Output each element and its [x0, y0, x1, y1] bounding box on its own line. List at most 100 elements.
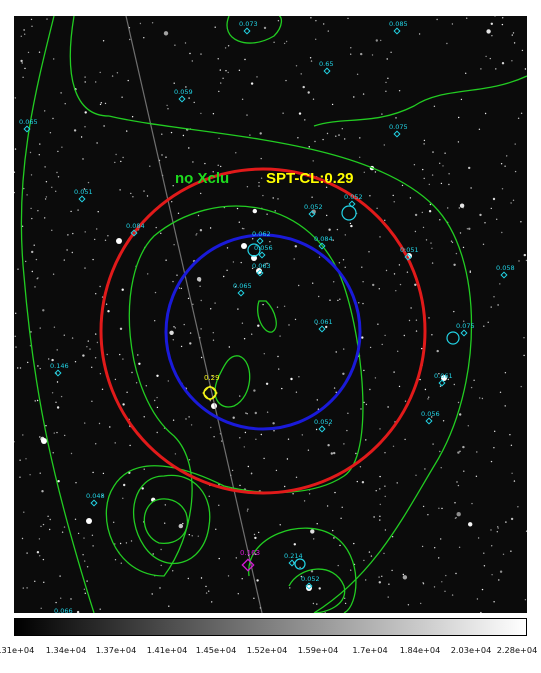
star	[22, 434, 24, 436]
star	[51, 186, 53, 188]
star	[17, 367, 19, 369]
star	[309, 57, 312, 59]
no-xclu-label: no Xclu	[175, 170, 230, 187]
star	[183, 323, 185, 326]
star	[121, 96, 123, 98]
star	[459, 413, 462, 416]
star	[384, 485, 386, 487]
star	[14, 171, 16, 173]
star	[423, 177, 425, 180]
star	[251, 267, 254, 270]
star	[406, 271, 409, 273]
star	[152, 553, 154, 555]
star	[30, 331, 32, 333]
contour-upper-right	[313, 75, 527, 127]
star	[521, 49, 524, 52]
star	[83, 588, 86, 590]
yellow-bcg-marker: 0.29	[202, 374, 220, 401]
star	[30, 207, 32, 210]
star	[311, 209, 316, 214]
star	[196, 233, 198, 235]
star	[326, 505, 329, 507]
star	[114, 378, 117, 381]
cyan-marker-label: 0.65	[319, 60, 333, 68]
star	[275, 469, 278, 472]
star	[101, 296, 104, 298]
star	[520, 221, 522, 223]
cyan-marker-circle	[294, 558, 306, 570]
star	[458, 116, 460, 119]
star	[14, 191, 15, 194]
star	[259, 132, 262, 135]
star	[383, 144, 385, 146]
star	[365, 439, 367, 441]
star	[258, 181, 260, 184]
star	[315, 20, 317, 22]
star	[310, 529, 315, 534]
star	[447, 207, 449, 209]
star	[514, 170, 517, 173]
star	[84, 267, 86, 269]
star	[258, 185, 260, 187]
star	[433, 586, 436, 588]
star	[255, 553, 257, 555]
star	[74, 518, 77, 520]
star	[61, 531, 64, 533]
star	[415, 474, 417, 476]
star	[469, 270, 471, 272]
star	[243, 446, 245, 448]
star	[172, 419, 175, 421]
contour-large	[108, 115, 473, 613]
star	[185, 418, 187, 420]
star	[189, 52, 191, 55]
star	[252, 238, 254, 240]
star	[173, 326, 175, 328]
star	[266, 213, 268, 215]
star	[336, 228, 339, 231]
star	[294, 245, 297, 248]
star	[40, 525, 42, 528]
star	[159, 587, 161, 589]
star	[427, 398, 429, 400]
star	[211, 375, 213, 377]
star	[195, 234, 197, 236]
star	[71, 251, 73, 254]
star	[289, 587, 291, 589]
star	[89, 348, 91, 350]
star	[232, 416, 235, 419]
star	[200, 577, 203, 579]
star	[51, 392, 54, 394]
star	[363, 369, 365, 372]
star	[86, 346, 88, 348]
star	[226, 247, 229, 249]
star	[266, 411, 269, 413]
star	[95, 293, 97, 295]
star	[489, 57, 491, 60]
star	[317, 408, 320, 410]
star	[185, 86, 187, 88]
star	[246, 186, 249, 188]
star	[324, 612, 326, 613]
star	[31, 25, 33, 27]
star	[255, 438, 257, 440]
star	[392, 194, 394, 197]
star	[316, 399, 318, 401]
star	[281, 387, 283, 390]
star	[422, 505, 425, 508]
contour-upper-left	[69, 16, 110, 117]
star	[505, 521, 507, 523]
star	[22, 76, 24, 78]
star	[308, 493, 311, 495]
star	[326, 214, 328, 217]
star	[456, 481, 458, 483]
star	[496, 218, 498, 220]
star	[35, 258, 38, 261]
star	[363, 171, 365, 173]
star	[45, 196, 48, 198]
star	[502, 553, 505, 555]
star	[359, 466, 362, 468]
star	[14, 441, 15, 443]
star	[341, 128, 343, 130]
star	[107, 310, 110, 313]
star	[484, 222, 486, 224]
